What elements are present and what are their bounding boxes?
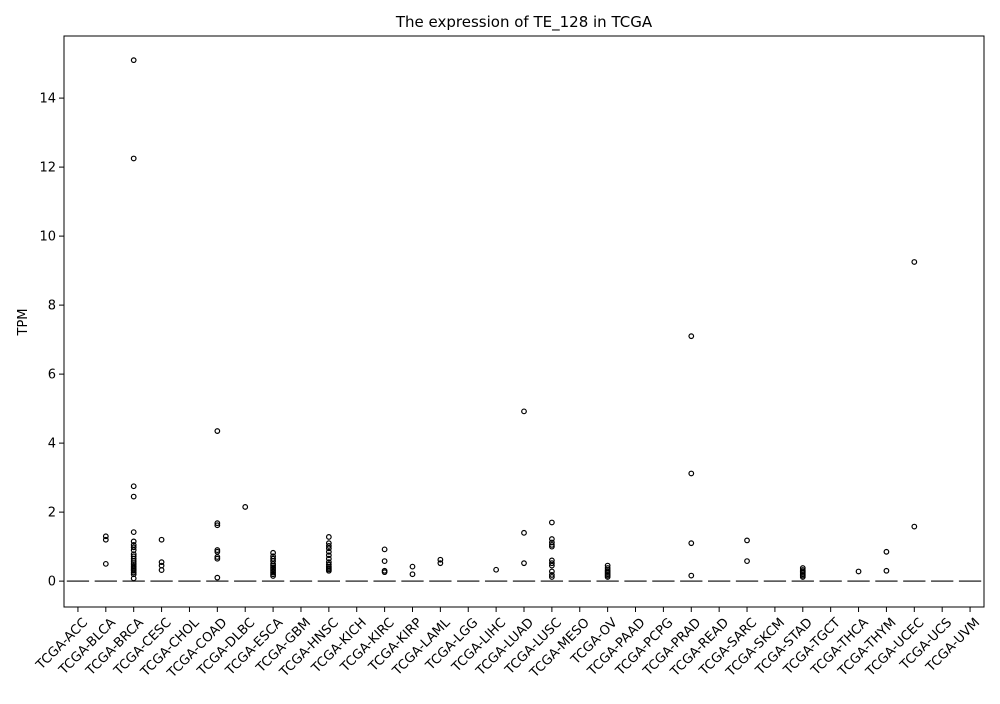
outlier-point [130, 544, 137, 551]
outlier-point [688, 540, 695, 547]
outlier-point [381, 546, 388, 553]
y-axis-label: TPM [16, 309, 31, 337]
outlier-point [214, 574, 221, 581]
outlier-point [130, 483, 137, 490]
outlier-point [437, 560, 444, 567]
outlier-point [130, 538, 137, 545]
outlier-point [325, 567, 332, 574]
outlier-point [409, 563, 416, 570]
outlier-point [855, 568, 862, 575]
outlier-point [325, 555, 332, 562]
outlier-point [102, 560, 109, 567]
outlier-point [325, 543, 332, 549]
y-tick-label: 0 [48, 575, 56, 590]
outlier-point [548, 568, 555, 575]
outlier-point [325, 552, 332, 559]
outlier-point [409, 571, 416, 578]
outlier-point [214, 428, 221, 434]
outlier-point [521, 408, 527, 415]
outlier-point [548, 560, 555, 567]
outlier-point [102, 536, 109, 543]
outlier-point [130, 57, 137, 64]
outlier-point [548, 536, 555, 542]
outlier-point [521, 560, 527, 567]
outlier-point [270, 549, 276, 556]
plot-area-frame [63, 35, 985, 608]
outlier-point [325, 545, 332, 552]
y-tick-label: 12 [39, 161, 56, 176]
outlier-point [130, 558, 137, 565]
outlier-point [130, 155, 137, 162]
outlier-point [521, 529, 527, 536]
outlier-point [548, 562, 555, 569]
outlier-point [158, 536, 165, 543]
outlier-point [911, 259, 918, 265]
y-tick-label: 2 [48, 506, 56, 521]
outlier-point [744, 558, 750, 565]
y-tick-label: 6 [48, 368, 56, 383]
outlier-point [130, 493, 137, 500]
outlier-point [548, 572, 555, 578]
outlier-point [493, 566, 500, 573]
y-tick-label: 10 [39, 230, 56, 245]
outlier-point [799, 574, 806, 580]
outlier-point [130, 529, 137, 536]
outlier-point [548, 574, 555, 580]
chart-title: The expression of TE_128 in TCGA [395, 13, 653, 32]
outlier-point [883, 548, 890, 555]
outlier-point [214, 555, 221, 562]
outlier-point [242, 504, 249, 510]
y-tick-label: 14 [39, 92, 56, 107]
outlier-point [883, 567, 890, 574]
outlier-point [604, 574, 611, 580]
outlier-point [158, 567, 165, 573]
outlier-point [548, 519, 555, 526]
outlier-point [381, 558, 388, 565]
outlier-point [325, 548, 332, 555]
outlier-point [437, 556, 444, 563]
y-tick-label: 4 [48, 437, 56, 452]
y-tick-label: 8 [48, 299, 56, 314]
outlier-point [688, 572, 695, 579]
outlier-point [688, 470, 695, 477]
outlier-point [158, 559, 165, 566]
outlier-point [214, 520, 221, 527]
outlier-point [548, 543, 555, 550]
outlier-point [102, 533, 109, 540]
outlier-point [381, 569, 388, 576]
outlier-point [744, 537, 750, 544]
outlier-point [325, 534, 332, 540]
chart-marks: 02468101214TCGA-ACCTCGA-BLCATCGA-BRCATCG… [33, 57, 983, 682]
outlier-point [214, 522, 221, 529]
outlier-point [688, 333, 695, 340]
outlier-point [911, 523, 918, 530]
outlier-point [270, 573, 276, 579]
outlier-point [130, 575, 137, 582]
